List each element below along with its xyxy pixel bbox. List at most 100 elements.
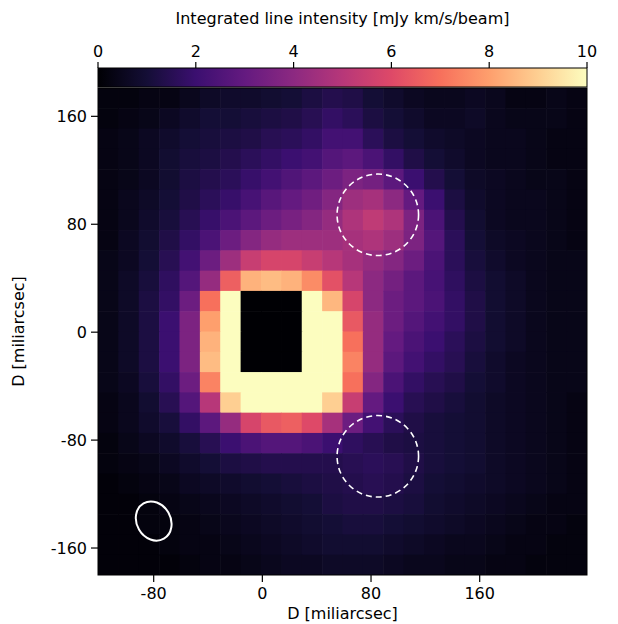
heatmap-cell: [546, 433, 567, 454]
heatmap-cell: [506, 413, 527, 434]
heatmap-cell: [302, 189, 323, 210]
heatmap-cell: [302, 108, 323, 129]
colorbar-tick-label: 0: [93, 42, 103, 61]
heatmap-cell: [485, 291, 506, 312]
heatmap-cell: [302, 149, 323, 170]
heatmap-cell: [98, 352, 119, 373]
heatmap-cell: [241, 453, 262, 474]
heatmap-cell: [139, 129, 160, 150]
heatmap-cell: [159, 311, 180, 332]
colorbar-tick: [489, 62, 490, 68]
heatmap-cell: [281, 291, 302, 312]
heatmap-cell: [363, 514, 384, 535]
heatmap-cell: [159, 189, 180, 210]
heatmap-cell: [200, 250, 221, 271]
heatmap-cell: [526, 514, 547, 535]
heatmap-cell: [343, 372, 364, 393]
colorbar-tick-label: 6: [386, 42, 396, 61]
y-tick: [91, 116, 98, 117]
heatmap-cell: [444, 108, 465, 129]
heatmap-cell: [261, 433, 282, 454]
heatmap-cell: [506, 189, 527, 210]
heatmap-cell: [302, 210, 323, 231]
y-axis-title: D [miliarcsec]: [9, 276, 28, 387]
heatmap-cell: [546, 534, 567, 555]
heatmap-cell: [220, 494, 241, 515]
heatmap-cell: [485, 250, 506, 271]
heatmap-cell: [485, 514, 506, 535]
heatmap-cell: [180, 108, 201, 129]
heatmap-cell: [526, 494, 547, 515]
heatmap-cell: [485, 129, 506, 150]
heatmap-cell: [322, 392, 343, 413]
heatmap-cell: [261, 88, 282, 109]
heatmap-cell: [302, 129, 323, 150]
heatmap-cell: [261, 291, 282, 312]
heatmap-cell: [180, 514, 201, 535]
heatmap-cell: [546, 149, 567, 170]
heatmap-cell: [180, 372, 201, 393]
heatmap-cell: [567, 413, 587, 434]
heatmap-cell: [118, 311, 139, 332]
heatmap-cell: [465, 453, 486, 474]
heatmap-cell: [546, 88, 567, 109]
heatmap-cell: [485, 555, 506, 575]
heatmap-cell: [98, 129, 119, 150]
heatmap-cell: [383, 88, 404, 109]
heatmap-cell: [363, 250, 384, 271]
heatmap-cell: [220, 555, 241, 575]
heatmap-cell: [302, 413, 323, 434]
heatmap-cell: [180, 311, 201, 332]
heatmap-cell: [567, 271, 587, 292]
heatmap-cell: [180, 230, 201, 251]
heatmap-cell: [159, 474, 180, 495]
heatmap-cell: [118, 189, 139, 210]
heatmap-cell: [485, 453, 506, 474]
heatmap-cell: [526, 413, 547, 434]
heatmap-cell: [465, 189, 486, 210]
heatmap-cell: [526, 534, 547, 555]
heatmap-cell: [98, 88, 119, 109]
heatmap-cell: [526, 189, 547, 210]
heatmap-cell: [139, 108, 160, 129]
heatmap-cell: [363, 169, 384, 190]
heatmap-cell: [200, 474, 221, 495]
heatmap-cell: [444, 311, 465, 332]
heatmap-cell: [444, 250, 465, 271]
heatmap-cell: [220, 149, 241, 170]
heatmap-cell: [220, 392, 241, 413]
heatmap-cell: [180, 88, 201, 109]
heatmap-cell: [567, 129, 587, 150]
heatmap-cell: [526, 169, 547, 190]
heatmap-cell: [118, 291, 139, 312]
heatmap-cell: [220, 250, 241, 271]
heatmap-cell: [465, 534, 486, 555]
heatmap-cell: [444, 129, 465, 150]
heatmap-cell: [444, 230, 465, 251]
heatmap-cell: [302, 534, 323, 555]
heatmap-cell: [383, 453, 404, 474]
heatmap-cell: [98, 210, 119, 231]
heatmap-cell: [139, 514, 160, 535]
heatmap-cell: [322, 291, 343, 312]
heatmap-cell: [98, 453, 119, 474]
heatmap-cell: [444, 372, 465, 393]
heatmap-cell: [546, 129, 567, 150]
heatmap-cell: [506, 534, 527, 555]
heatmap-cell: [98, 108, 119, 129]
heatmap-cell: [281, 555, 302, 575]
heatmap-cell: [220, 433, 241, 454]
heatmap-cell: [343, 108, 364, 129]
heatmap-cell: [567, 169, 587, 190]
heatmap-cell: [180, 453, 201, 474]
heatmap-cell: [506, 514, 527, 535]
heatmap-cell: [98, 332, 119, 353]
heatmap-cell: [118, 149, 139, 170]
heatmap-cell: [261, 108, 282, 129]
heatmap-cell: [200, 271, 221, 292]
heatmap-cell: [98, 169, 119, 190]
heatmap-cell: [241, 514, 262, 535]
heatmap-cell: [241, 474, 262, 495]
heatmap-cell: [404, 372, 425, 393]
x-tick-label: 80: [361, 584, 381, 603]
